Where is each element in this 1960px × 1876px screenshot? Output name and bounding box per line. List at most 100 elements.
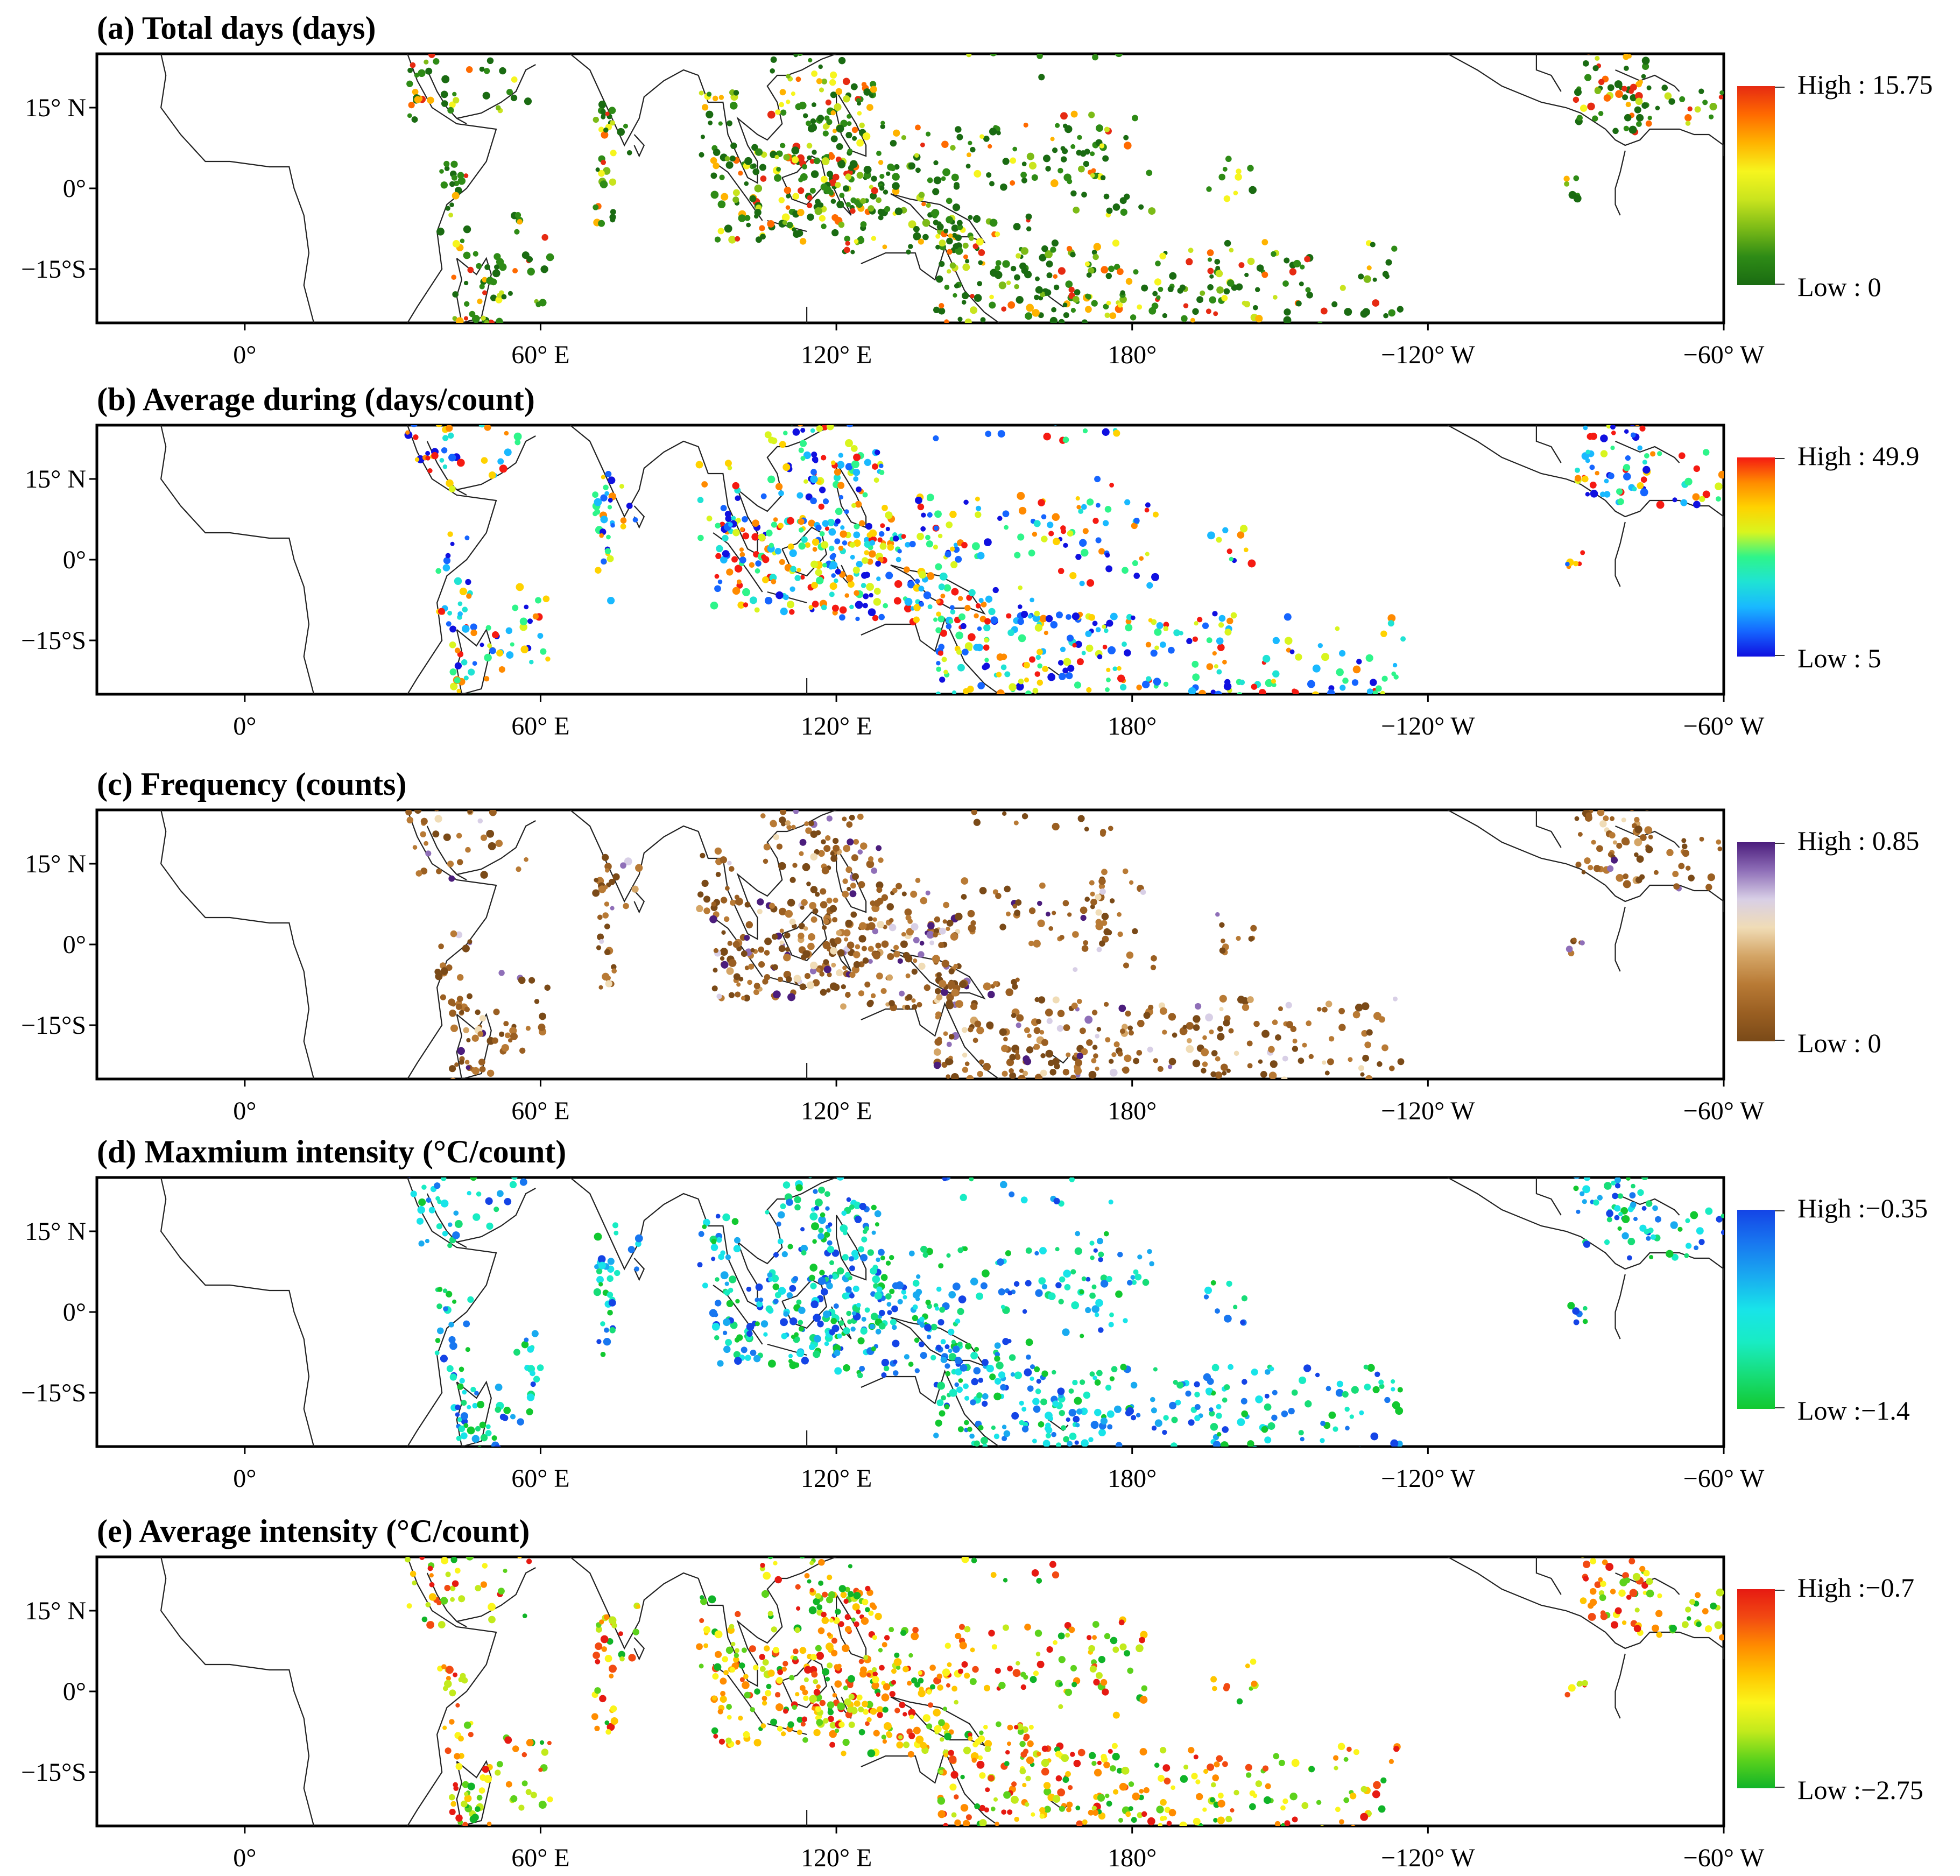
reef-point — [808, 933, 815, 941]
reef-point — [529, 660, 534, 665]
reef-point — [532, 1330, 539, 1337]
reef-point — [841, 1751, 846, 1756]
reef-point — [731, 1277, 736, 1281]
reef-point — [1020, 37, 1028, 45]
reef-point — [1583, 1306, 1588, 1311]
reef-point — [1648, 1228, 1654, 1233]
reef-point — [793, 1276, 798, 1281]
reef-point — [1012, 984, 1018, 990]
reef-point — [866, 1000, 873, 1007]
reef-point — [935, 1420, 942, 1427]
reef-point — [871, 175, 877, 181]
reef-point — [817, 408, 825, 416]
reef-point — [926, 203, 931, 208]
reef-point — [949, 1389, 957, 1397]
reef-point — [786, 976, 792, 982]
reef-point — [845, 439, 853, 447]
reef-point — [897, 549, 901, 553]
reef-point — [1205, 1013, 1213, 1021]
reef-point — [828, 1716, 834, 1722]
reef-point — [1702, 100, 1708, 105]
reef-point — [742, 1647, 747, 1653]
reef-point — [1086, 1039, 1092, 1046]
reef-point — [800, 173, 808, 181]
reef-point — [1370, 697, 1376, 703]
reef-point — [962, 300, 967, 305]
x-tick-label: 180° — [1108, 1464, 1157, 1493]
reef-point — [453, 1210, 459, 1216]
reef-point — [988, 991, 995, 998]
reef-point — [990, 218, 998, 227]
reef-point — [872, 918, 877, 922]
reef-point — [485, 1197, 493, 1205]
reef-point — [443, 464, 448, 469]
reef-point — [602, 854, 609, 861]
reef-point — [828, 1222, 832, 1226]
reef-point — [800, 1227, 805, 1231]
reef-point — [800, 238, 806, 244]
reef-point — [1206, 186, 1211, 192]
reef-point — [857, 1373, 863, 1379]
reef-point — [863, 957, 869, 964]
reef-point — [828, 565, 833, 569]
map-frame — [97, 1177, 1724, 1447]
reef-point — [1014, 821, 1019, 826]
reef-point — [910, 541, 916, 547]
reef-point — [815, 1198, 823, 1207]
reef-point — [611, 1717, 618, 1725]
reef-point — [937, 1684, 943, 1691]
reef-point — [1117, 792, 1124, 799]
reef-point — [1070, 144, 1075, 149]
reef-point — [948, 1329, 954, 1335]
reef-point — [761, 1547, 767, 1553]
reef-point — [935, 1307, 939, 1311]
reef-point — [1032, 800, 1038, 806]
reef-point — [864, 550, 869, 555]
reef-point — [1661, 84, 1668, 91]
reef-point — [937, 1810, 946, 1818]
reef-point — [998, 430, 1005, 438]
reef-point — [751, 533, 759, 541]
reef-point — [1103, 645, 1108, 650]
reef-point — [1693, 501, 1701, 509]
reef-point — [906, 994, 913, 1000]
reef-point — [1047, 1018, 1053, 1024]
reef-point — [1219, 697, 1225, 703]
reef-point — [1215, 266, 1220, 271]
reef-point — [1595, 56, 1599, 61]
reef-point — [1629, 805, 1635, 811]
reef-point — [812, 601, 819, 608]
reef-point — [773, 1647, 779, 1653]
reef-point — [1037, 649, 1043, 655]
reef-point — [809, 124, 817, 131]
reef-point — [1003, 407, 1010, 414]
reef-point — [849, 890, 856, 897]
reef-point — [1574, 1320, 1580, 1325]
reef-point — [798, 420, 804, 427]
reef-point — [829, 1618, 834, 1623]
reef-point — [410, 62, 416, 68]
reef-point — [841, 1592, 847, 1598]
reef-point — [1580, 1191, 1584, 1196]
reef-point — [846, 1311, 851, 1316]
reef-point — [835, 182, 841, 188]
reef-point — [1373, 1012, 1381, 1020]
reef-point — [1095, 1379, 1101, 1386]
reef-point — [605, 1655, 612, 1662]
reef-point — [1010, 180, 1015, 186]
reef-point — [787, 601, 794, 608]
reef-point — [604, 1328, 609, 1333]
reef-point — [857, 101, 861, 105]
reef-point — [1565, 562, 1570, 567]
reef-point — [911, 1677, 918, 1684]
reef-point — [1654, 870, 1659, 875]
reef-point — [1681, 838, 1686, 843]
reef-point — [1046, 1646, 1053, 1653]
reef-point — [831, 136, 838, 143]
reef-point — [452, 1300, 456, 1304]
reef-point — [1030, 598, 1034, 603]
reef-point — [1021, 611, 1028, 618]
reef-point — [770, 820, 777, 827]
reef-point — [891, 1680, 896, 1685]
reef-point — [1034, 520, 1041, 527]
